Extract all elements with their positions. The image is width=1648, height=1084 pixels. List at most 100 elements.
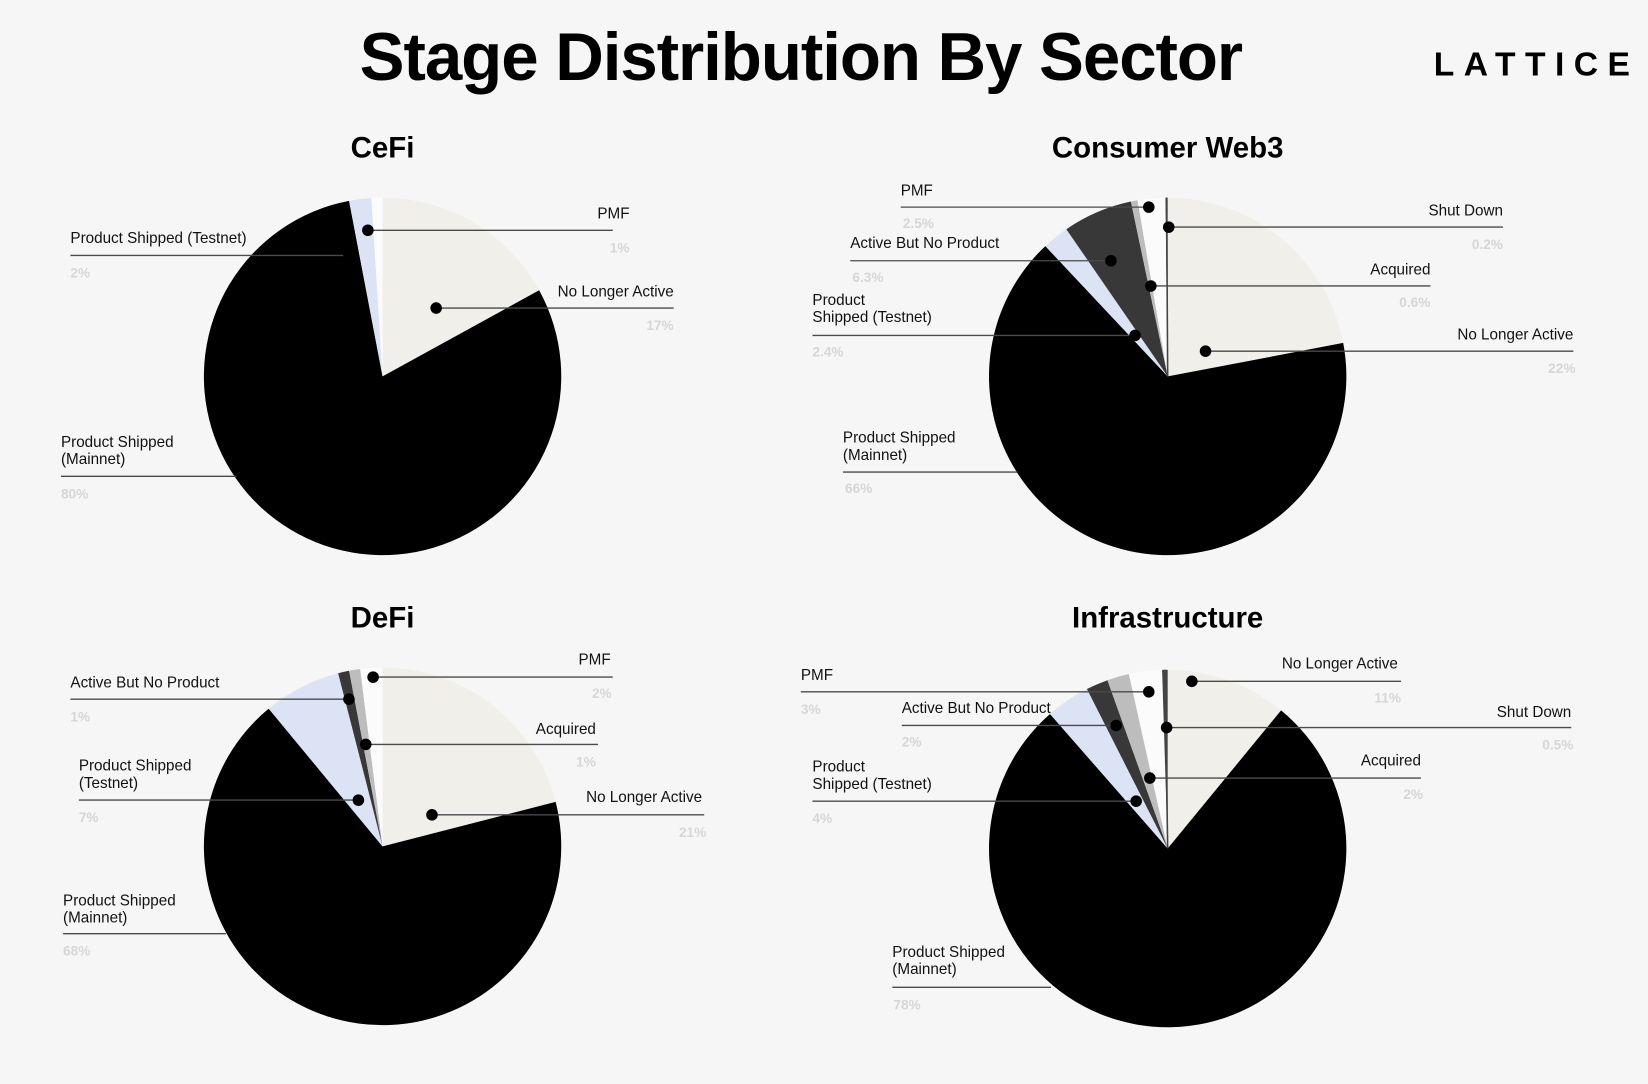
callout-pmf: PMF 1% (362, 206, 630, 255)
pie-slice-product-shipped-testnet (1050, 689, 1168, 849)
slice-label: Product Shipped (Mainnet) (892, 944, 1005, 978)
pie-slice-product-shipped-mainnet (203, 708, 562, 1026)
chart-title: Infrastructure (1072, 602, 1263, 635)
pie-slice-acquired (1107, 674, 1168, 849)
pie-slices (203, 197, 562, 556)
callout-no-longer-active: No Longer Active 22% (1199, 327, 1575, 376)
slice-label: Acquired (536, 721, 596, 738)
leader-dot (1130, 795, 1142, 807)
slice-label: Product Shipped (Testnet) (70, 230, 246, 247)
pie-chart-cefi: CeFi No Longer Active 17% Product Shipped (M… (61, 132, 674, 556)
slice-label: PMF (901, 183, 933, 200)
slice-label: No Longer Active (1457, 327, 1573, 344)
pie-slice-product-shipped-mainnet (989, 246, 1347, 556)
slice-label: Active But No Product (850, 235, 1000, 252)
callout-pmf: PMF 2% (367, 651, 613, 701)
callout-product-shipped-testnet: Product Shipped (Testnet) 4% (812, 759, 1142, 826)
pie-slice-no-longer-active (1167, 197, 1344, 377)
callout-product-shipped-mainnet: Product Shipped (Mainnet) 80% (61, 434, 237, 501)
slice-label: PMF (597, 206, 629, 223)
slice-label: PMF (801, 667, 833, 684)
callout-product-shipped-mainnet: Product Shipped (Mainnet) 68% (63, 892, 226, 959)
callout-active-but-no-product: Active But No Product 1% (70, 675, 355, 724)
pie-slice-active-but-no-product (1066, 201, 1168, 377)
slice-percent: 1% (576, 754, 596, 769)
leader-dot (343, 693, 355, 705)
slice-percent: 4% (812, 811, 832, 826)
callout-pmf: PMF 3% (800, 667, 1155, 717)
slice-percent: 2.4% (812, 344, 843, 359)
slice-percent: 2% (592, 686, 612, 701)
leader-dot (343, 249, 355, 262)
slice-label: Shut Down (1428, 203, 1503, 220)
pie-slice-pmf (360, 667, 383, 847)
pie-chart-defi: DeFi No Longer Active 21% Product Shipped (M… (63, 602, 706, 1026)
leader-dot (1142, 686, 1155, 698)
slice-label: Product Shipped (Mainnet) (61, 434, 174, 468)
leader-dot (430, 302, 442, 314)
leader-dot (1110, 719, 1122, 732)
callout-product-shipped-mainnet: Product Shipped (Mainnet) 66% (842, 430, 1018, 496)
callout-acquired: Acquired 1% (359, 721, 599, 769)
callout-product-shipped-mainnet: Product Shipped (Mainnet) 78% (892, 944, 1052, 1012)
slice-percent: 2% (1403, 787, 1423, 802)
pie-slice-shut-down-edge (1164, 669, 1169, 849)
slice-label: Active But No Product (70, 675, 220, 692)
slice-percent: 7% (79, 810, 99, 825)
chart-title: Consumer Web3 (1052, 132, 1284, 165)
pie-slice-product-shipped-mainnet (203, 200, 562, 556)
slice-percent: 80% (61, 486, 88, 501)
pie-chart-consumer-web3: Consumer Web3 No Longer Active 22% Product … (812, 132, 1575, 556)
slice-percent: 0.6% (1399, 295, 1430, 310)
slice-percent: 68% (63, 944, 90, 959)
lattice-logo: LATTICE (1434, 47, 1640, 84)
pie-slice-no-longer-active (382, 197, 540, 377)
slice-label: Product Shipped (Mainnet) (843, 430, 956, 464)
callout-acquired: Acquired 0.6% (1145, 261, 1431, 310)
slice-percent: 0.5% (1542, 738, 1573, 753)
pie-slice-no-longer-active (382, 667, 556, 847)
slice-label: PMF (578, 651, 610, 668)
pie-slice-no-longer-active (1167, 669, 1282, 849)
callout-shut-down: Shut Down 0.5% (1160, 704, 1573, 753)
callout-acquired: Acquired 2% (1144, 752, 1423, 802)
slice-label: No Longer Active (558, 283, 674, 300)
callout-no-longer-active: No Longer Active 21% (426, 789, 706, 840)
slice-percent: 2.5% (903, 216, 934, 231)
slice-percent: 21% (679, 825, 706, 840)
slice-label: Product Shipped (Testnet) (79, 758, 192, 792)
pie-slices (203, 667, 562, 1026)
leader-dot (1145, 280, 1157, 292)
slice-percent: 6.3% (852, 270, 883, 285)
leader-dot (426, 809, 438, 821)
slice-percent: 1% (610, 240, 630, 255)
pie-slice-product-shipped-testnet (349, 198, 383, 377)
leader-dot (352, 794, 365, 806)
callout-product-shipped-testnet: Product Shipped (Testnet) 7% (79, 758, 365, 825)
slice-percent: 2% (70, 266, 90, 281)
chart-title: CeFi (351, 132, 415, 165)
pie-slice-pmf (371, 197, 383, 377)
pie-chart-infrastructure: Infrastructure No Longer Active 11% Product… (800, 602, 1573, 1028)
slice-percent: 1% (70, 709, 90, 724)
leader-dot (1129, 329, 1141, 342)
slice-percent: 0.2% (1472, 237, 1503, 252)
slice-label: Product Shipped (Mainnet) (63, 892, 176, 926)
slice-percent: 3% (801, 702, 821, 717)
slice-percent: 22% (1548, 361, 1575, 376)
callout-shut-down: Shut Down 0.2% (1162, 203, 1503, 252)
slice-label: No Longer Active (1282, 656, 1398, 673)
slice-label: Acquired (1370, 261, 1430, 278)
leader-dot (1186, 675, 1198, 688)
pie-slices (989, 669, 1347, 1028)
leader-dot (1199, 345, 1212, 357)
slice-label: Shut Down (1497, 704, 1572, 721)
slice-label: Active But No Product (902, 700, 1052, 717)
pie-slice-active-but-no-product (1086, 680, 1168, 849)
pie-slice-product-shipped-mainnet (989, 710, 1347, 1028)
leader-dot (1160, 721, 1173, 734)
slice-percent: 2% (902, 734, 922, 749)
leader-dot (362, 224, 374, 237)
pie-slice-pmf (1128, 669, 1168, 849)
callout-active-but-no-product: Active But No Product 6.3% (850, 235, 1117, 285)
